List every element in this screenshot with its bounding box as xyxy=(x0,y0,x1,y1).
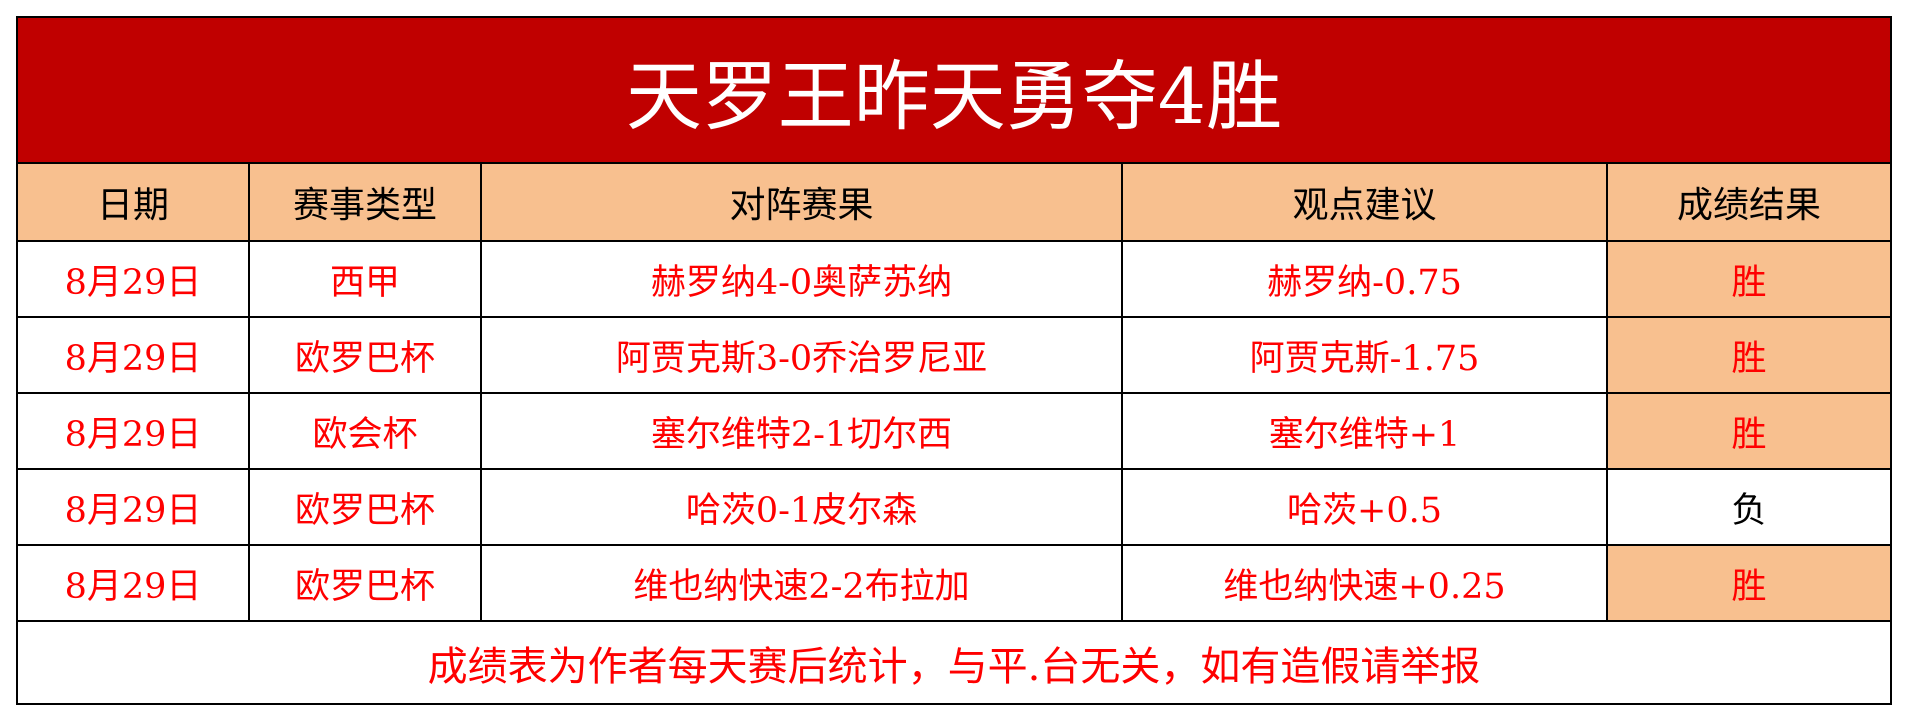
cell-tip: 赫罗纳-0.75 xyxy=(1121,240,1608,318)
header-result: 成绩结果 xyxy=(1606,162,1892,242)
cell-date: 8月29日 xyxy=(16,240,250,318)
table-row: 8月29日 西甲 赫罗纳4-0奥萨苏纳 赫罗纳-0.75 胜 xyxy=(16,240,1892,318)
results-table: 天罗王昨天勇夺4胜 日期 赛事类型 对阵赛果 观点建议 成绩结果 8月29日 西甲… xyxy=(16,16,1892,705)
header-tip: 观点建议 xyxy=(1121,162,1608,242)
header-match: 对阵赛果 xyxy=(480,162,1123,242)
cell-match: 哈茨0-1皮尔森 xyxy=(480,468,1123,546)
cell-league: 欧罗巴杯 xyxy=(248,544,482,622)
table-row: 8月29日 欧会杯 塞尔维特2-1切尔西 塞尔维特+1 胜 xyxy=(16,392,1892,470)
table-row: 8月29日 欧罗巴杯 维也纳快速2-2布拉加 维也纳快速+0.25 胜 xyxy=(16,544,1892,622)
page-title: 天罗王昨天勇夺4胜 xyxy=(16,16,1892,164)
cell-date: 8月29日 xyxy=(16,392,250,470)
cell-tip: 阿贾克斯-1.75 xyxy=(1121,316,1608,394)
cell-match: 赫罗纳4-0奥萨苏纳 xyxy=(480,240,1123,318)
header-league: 赛事类型 xyxy=(248,162,482,242)
cell-date: 8月29日 xyxy=(16,544,250,622)
cell-result: 胜 xyxy=(1606,392,1892,470)
cell-match: 维也纳快速2-2布拉加 xyxy=(480,544,1123,622)
cell-result: 负 xyxy=(1606,468,1892,546)
header-row: 日期 赛事类型 对阵赛果 观点建议 成绩结果 xyxy=(16,162,1892,242)
footer-note: 成绩表为作者每天赛后统计，与平.台无关，如有造假请举报 xyxy=(16,620,1892,705)
cell-tip: 维也纳快速+0.25 xyxy=(1121,544,1608,622)
cell-result: 胜 xyxy=(1606,316,1892,394)
cell-league: 欧罗巴杯 xyxy=(248,316,482,394)
cell-league: 西甲 xyxy=(248,240,482,318)
table-row: 8月29日 欧罗巴杯 阿贾克斯3-0乔治罗尼亚 阿贾克斯-1.75 胜 xyxy=(16,316,1892,394)
cell-tip: 塞尔维特+1 xyxy=(1121,392,1608,470)
cell-result: 胜 xyxy=(1606,240,1892,318)
cell-date: 8月29日 xyxy=(16,316,250,394)
cell-league: 欧罗巴杯 xyxy=(248,468,482,546)
cell-match: 阿贾克斯3-0乔治罗尼亚 xyxy=(480,316,1123,394)
cell-tip: 哈茨+0.5 xyxy=(1121,468,1608,546)
cell-match: 塞尔维特2-1切尔西 xyxy=(480,392,1123,470)
cell-result: 胜 xyxy=(1606,544,1892,622)
cell-league: 欧会杯 xyxy=(248,392,482,470)
table-row: 8月29日 欧罗巴杯 哈茨0-1皮尔森 哈茨+0.5 负 xyxy=(16,468,1892,546)
cell-date: 8月29日 xyxy=(16,468,250,546)
header-date: 日期 xyxy=(16,162,250,242)
